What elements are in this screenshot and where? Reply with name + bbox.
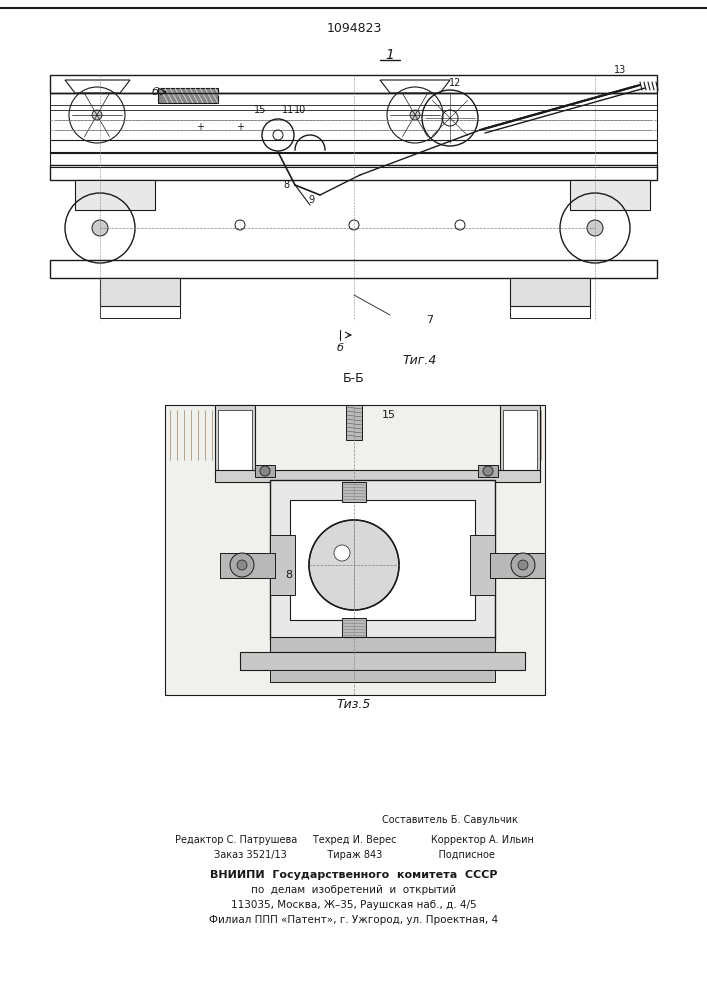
Bar (270, 637, 495, 652)
Text: 12: 12 (449, 78, 461, 88)
Circle shape (587, 220, 603, 236)
Bar (270, 670, 495, 682)
Text: Τиг.4: Τиг.4 (403, 354, 437, 366)
Bar (215, 405, 255, 475)
Bar (50, 93, 657, 153)
Bar (50, 260, 657, 278)
Text: +: + (236, 122, 244, 132)
Text: Заказ 3521/13             Тираж 843                  Подписное: Заказ 3521/13 Тираж 843 Подписное (214, 850, 494, 860)
Bar (510, 306, 590, 318)
Bar (100, 306, 180, 318)
Bar (220, 553, 275, 578)
Bar (503, 410, 537, 470)
Bar (500, 405, 540, 475)
Bar (165, 405, 545, 695)
Text: б: б (337, 343, 344, 353)
Text: 15: 15 (254, 105, 267, 115)
Text: Τиз.5: Τиз.5 (337, 698, 371, 712)
Bar (158, 88, 218, 103)
Text: б: б (151, 87, 158, 97)
Bar (270, 535, 295, 595)
Bar (50, 165, 657, 180)
Text: 13: 13 (614, 65, 626, 75)
Text: Филиал ППП «Патент», г. Ужгород, ул. Проектная, 4: Филиал ППП «Патент», г. Ужгород, ул. Про… (209, 915, 498, 925)
Text: по  делам  изобретений  и  открытий: по делам изобретений и открытий (252, 885, 457, 895)
Circle shape (260, 466, 270, 476)
Text: +: + (196, 122, 204, 132)
Bar (255, 465, 275, 477)
Text: Составитель Б. Савульчик: Составитель Б. Савульчик (382, 815, 518, 825)
Bar (50, 75, 657, 93)
Bar (270, 480, 495, 640)
Bar (342, 482, 366, 502)
Text: Редактор С. Патрушева     Техред И. Верес           Корректор А. Ильин: Редактор С. Патрушева Техред И. Верес Ко… (175, 835, 534, 845)
Circle shape (518, 560, 528, 570)
Text: 1094823: 1094823 (327, 21, 382, 34)
Polygon shape (525, 405, 545, 465)
Circle shape (92, 220, 108, 236)
Bar (490, 553, 545, 578)
Polygon shape (165, 405, 220, 465)
Text: Б-Б: Б-Б (343, 371, 365, 384)
Bar (50, 152, 657, 167)
Bar (470, 535, 495, 595)
Text: 8: 8 (284, 180, 290, 190)
Text: 113035, Москва, Ж–35, Раушская наб., д. 4/5: 113035, Москва, Ж–35, Раушская наб., д. … (231, 900, 477, 910)
Bar (100, 278, 180, 306)
Polygon shape (65, 80, 130, 93)
Text: 8: 8 (286, 570, 293, 580)
Bar (510, 278, 590, 306)
Text: ВНИИПИ  Государственного  комитета  СССР: ВНИИПИ Государственного комитета СССР (210, 870, 498, 880)
Circle shape (334, 545, 350, 561)
Bar (218, 410, 252, 470)
Circle shape (92, 110, 102, 120)
Text: 15: 15 (382, 410, 396, 420)
Circle shape (511, 553, 535, 577)
Circle shape (410, 110, 420, 120)
Bar (346, 405, 362, 440)
Polygon shape (380, 80, 450, 93)
Bar (290, 500, 475, 620)
Bar (342, 618, 366, 638)
Bar (75, 180, 155, 210)
Circle shape (309, 520, 399, 610)
Text: 11: 11 (282, 105, 294, 115)
Text: 1: 1 (385, 48, 395, 62)
Bar (240, 652, 525, 670)
Bar (478, 465, 498, 477)
Text: 7: 7 (426, 315, 433, 325)
Text: 9: 9 (308, 195, 314, 205)
Bar (215, 470, 540, 482)
Circle shape (483, 466, 493, 476)
Text: 10: 10 (294, 105, 306, 115)
Bar (570, 180, 650, 210)
Circle shape (230, 553, 254, 577)
Circle shape (237, 560, 247, 570)
